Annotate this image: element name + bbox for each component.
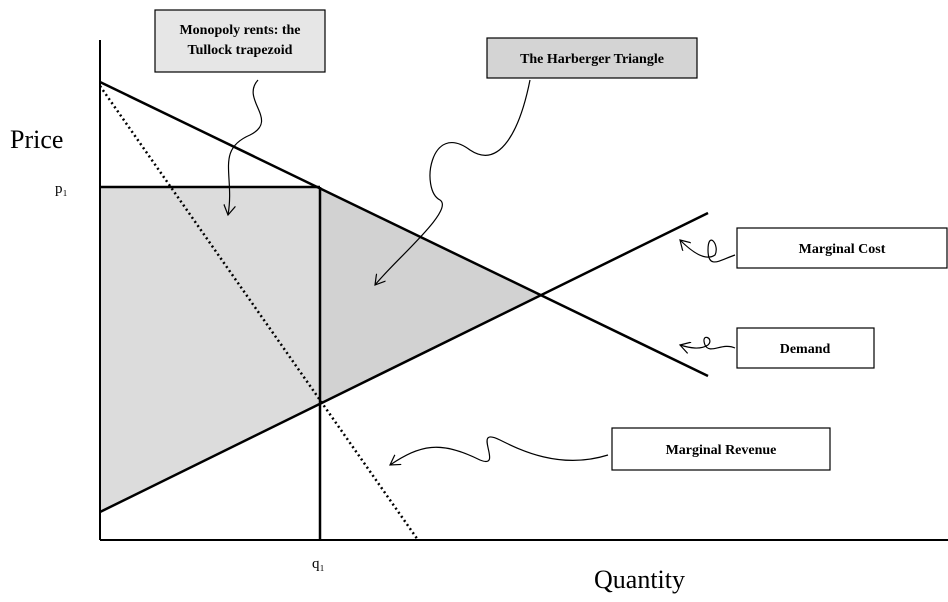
arrow bbox=[390, 436, 609, 465]
arrow bbox=[228, 79, 263, 215]
q1-label: q₁ bbox=[312, 556, 325, 572]
demand-text: Demand bbox=[780, 342, 831, 357]
marginal-cost-curve bbox=[99, 211, 709, 514]
marginal-revenue-text: Marginal Revenue bbox=[666, 443, 777, 458]
y-axis-label: Price bbox=[10, 125, 63, 154]
harberger-box bbox=[486, 37, 698, 79]
marginal-revenue-curve bbox=[98, 85, 420, 541]
marginal-cost-box bbox=[736, 227, 948, 269]
tullock-text: Tullock trapezoid bbox=[188, 43, 293, 58]
p1-label: p₁ bbox=[55, 181, 68, 197]
demand-box bbox=[736, 327, 875, 369]
arrow bbox=[680, 240, 736, 263]
arrow bbox=[375, 79, 531, 285]
demand-curve bbox=[99, 80, 709, 378]
marginal-cost-text: Marginal Cost bbox=[799, 242, 886, 257]
tullock-text: Monopoly rents: the bbox=[179, 23, 300, 38]
tullock-box bbox=[154, 9, 326, 73]
marginal-revenue-box bbox=[611, 427, 831, 471]
tullock-trapezoid bbox=[100, 187, 320, 512]
harberger-text: The Harberger Triangle bbox=[520, 52, 664, 67]
arrow bbox=[680, 336, 736, 349]
harberger-triangle bbox=[320, 188, 541, 404]
x-axis-label: Quantity bbox=[594, 565, 685, 594]
